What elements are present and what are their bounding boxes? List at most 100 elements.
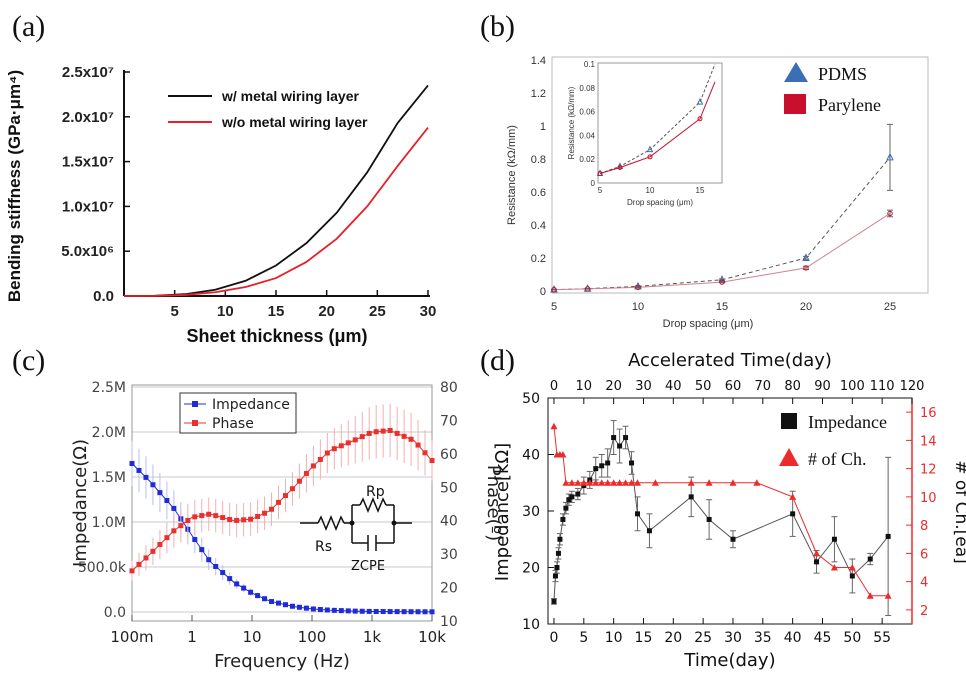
c-point-phase xyxy=(269,506,275,512)
c-point-impedance xyxy=(296,604,302,610)
d-point-channels xyxy=(592,479,600,486)
c-legend-label-1: Impedance xyxy=(212,397,290,413)
d-y-ticks: 10 20 30 40 50 xyxy=(522,391,554,633)
d-point-impedance xyxy=(593,466,599,472)
d-x2-tick-label: 10 xyxy=(576,379,593,394)
c-point-phase xyxy=(199,513,205,519)
c-y-tick-label: 2.5M xyxy=(92,380,126,396)
b-y-tick-label: 1.2 xyxy=(531,88,546,100)
b-point-pdms xyxy=(802,253,810,261)
b-inset-x-tick-label: 15 xyxy=(696,186,705,195)
b-inset-point-parylene xyxy=(697,116,703,122)
d-x2-tick-label: 50 xyxy=(695,379,712,394)
c-point-phase xyxy=(157,541,163,547)
a-x-ticks: 5 10 15 20 25 30 xyxy=(170,290,436,320)
c-point-phase xyxy=(296,478,302,484)
a-x-tick-label: 25 xyxy=(369,303,386,320)
d-x-tick-label: 10 xyxy=(605,630,623,646)
c-legend-label-2: Phase xyxy=(212,416,254,432)
c-point-phase xyxy=(373,429,379,435)
d-point-channels xyxy=(622,479,630,486)
b-inset-y-tick-label: 0 xyxy=(591,179,596,188)
b-point-parylene xyxy=(551,286,557,293)
d-y2-tick-label: 2 xyxy=(920,604,928,619)
c-y2-tick-label: 10 xyxy=(440,614,458,630)
d-point-impedance xyxy=(611,435,617,441)
b-inset: 5 10 15 0 0.02 0.04 0.06 0.08 0.1 Drop spacing … xyxy=(567,60,723,207)
d-point-impedance xyxy=(814,559,820,565)
c-point-impedance xyxy=(401,609,407,615)
c-y2-tick-label: 40 xyxy=(440,514,458,530)
c-point-phase xyxy=(338,443,344,449)
c-point-phase xyxy=(331,446,337,452)
d-point-channels xyxy=(580,479,588,486)
b-inset-y-tick-label: 0.02 xyxy=(579,155,595,164)
b-x-tick-label: 15 xyxy=(716,301,728,313)
a-legend-label-1: w/ metal wiring layer xyxy=(221,88,359,104)
c-plot-frame xyxy=(131,384,433,622)
d-x2-tick-label: 40 xyxy=(665,379,682,394)
b-x-axis-label: Drop spacing (μm) xyxy=(663,318,754,330)
c-point-phase xyxy=(136,561,142,567)
c-y2-tick-label: 20 xyxy=(440,581,458,597)
d-point-channels xyxy=(628,479,636,486)
c-x-tick-label: 1k xyxy=(363,628,382,646)
c-legend: Impedance Phase xyxy=(179,392,297,434)
d-point-impedance xyxy=(551,598,557,604)
c-point-impedance xyxy=(129,461,135,466)
a-y-ticks: 0.0 5.0x10⁶ 1.0x10⁷ 1.5x10⁷ 2.0x10⁷ 2.5x10⁷ xyxy=(61,64,130,305)
d-point-impedance xyxy=(555,550,561,556)
c-point-impedance xyxy=(227,576,233,582)
c-point-impedance xyxy=(248,589,254,595)
b-inset-y-ticks: 0 0.02 0.04 0.06 0.08 0.1 xyxy=(579,60,595,188)
b-point-parylene xyxy=(719,279,725,285)
b-legend-triangle-icon xyxy=(784,62,808,82)
c-point-impedance xyxy=(366,608,372,614)
d-x2-tick-label: 70 xyxy=(755,379,772,394)
d-point-channels xyxy=(634,479,642,486)
b-y-tick-label: 1 xyxy=(540,121,546,133)
c-point-impedance xyxy=(171,505,177,511)
c-y-tick-label: 0.0 xyxy=(104,605,126,621)
b-x-ticks: 5 10 15 20 25 xyxy=(551,301,896,313)
d-y-tick-label: 40 xyxy=(522,448,540,464)
d-point-channels xyxy=(586,479,594,486)
c-legend-marker-2 xyxy=(192,420,198,426)
c-y2-tick-label: 50 xyxy=(440,480,458,496)
c-point-phase xyxy=(310,463,316,469)
b-point-parylene xyxy=(584,286,591,292)
c-point-impedance xyxy=(143,474,149,480)
c-point-phase xyxy=(227,517,233,523)
d-x-ticks: 0 5 10 15 20 25 30 35 40 45 50 55 xyxy=(550,618,891,646)
c-point-impedance xyxy=(136,467,142,473)
d-point-impedance xyxy=(629,460,635,466)
b-y-tick-label: 1.4 xyxy=(531,55,546,67)
d-point-impedance xyxy=(867,556,873,562)
d-y-tick-label: 30 xyxy=(522,504,540,520)
c-point-impedance xyxy=(157,490,163,496)
a-series-line-2 xyxy=(123,126,429,297)
d-x-tick-label: 0 xyxy=(550,630,559,646)
c-point-phase xyxy=(317,456,323,462)
d-point-impedance xyxy=(635,511,641,517)
b-inset-y-tick-label: 0.1 xyxy=(584,60,596,69)
a-y-tick-label: 0.0 xyxy=(93,288,114,305)
c-point-phase xyxy=(429,458,435,464)
d-point-channels xyxy=(753,479,761,486)
c-rp-label: Rp xyxy=(366,484,385,500)
d-point-impedance xyxy=(831,536,837,542)
c-y-tick-label: 2.0M xyxy=(92,425,126,441)
b-inset-point-pdms xyxy=(696,97,704,105)
d-point-channels xyxy=(884,592,892,599)
d-point-impedance xyxy=(706,516,712,522)
d-point-impedance xyxy=(599,463,605,469)
c-zcpe-label: ZCPE xyxy=(351,559,385,574)
c-series-line-1 xyxy=(131,463,433,613)
c-point-impedance xyxy=(234,581,240,587)
d-y2-tick-label: 12 xyxy=(920,463,937,478)
c-point-phase xyxy=(401,433,407,439)
d-x2-axis-label: Accelerated Time(day) xyxy=(628,350,832,371)
c-point-phase xyxy=(380,428,386,434)
a-legend-label-2: w/o metal wiring layer xyxy=(221,114,368,130)
b-x-tick-label: 5 xyxy=(551,301,557,313)
